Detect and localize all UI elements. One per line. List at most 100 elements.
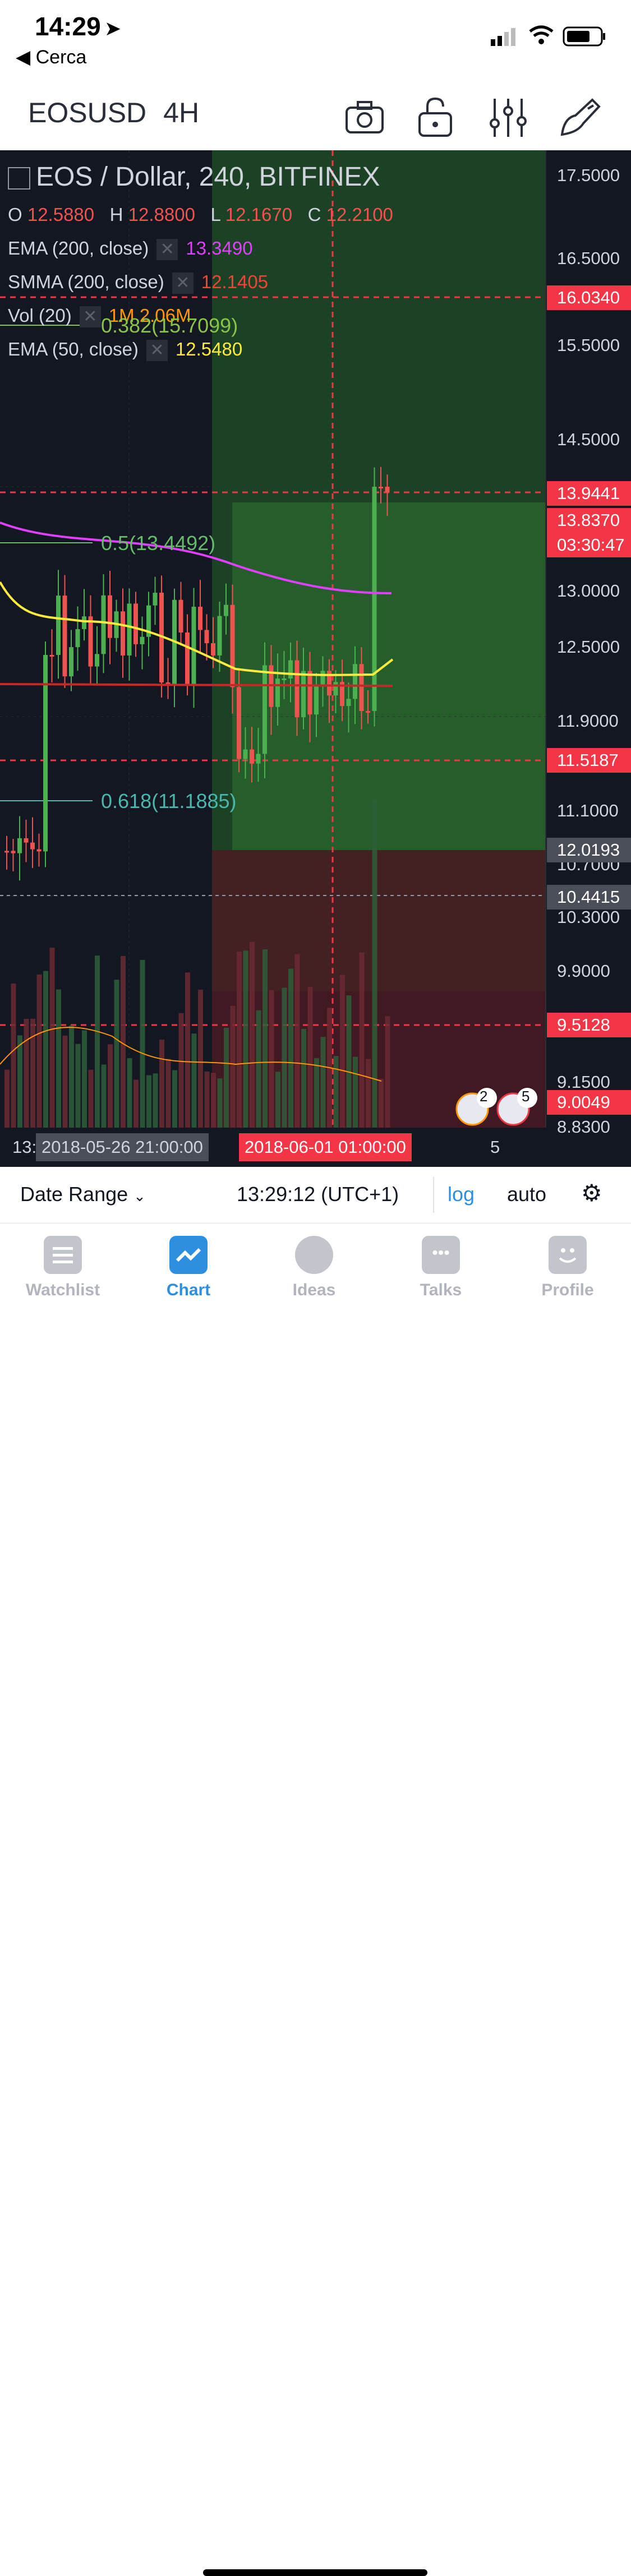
indicator-ema50[interactable]: EMA (50, close) ✕ 12.5480: [8, 339, 242, 362]
candle-body: [250, 749, 254, 764]
candle-body: [82, 616, 86, 629]
price-tick: 9.1500: [557, 1072, 610, 1092]
candle-body: [320, 671, 325, 687]
volume-bar: [217, 1078, 223, 1128]
indicator-ema200[interactable]: EMA (200, close) ✕ 13.3490: [8, 238, 253, 261]
interval-selector[interactable]: 4H: [163, 97, 200, 128]
candle-body: [307, 671, 312, 715]
volume-bar: [230, 1005, 236, 1128]
symbol-name[interactable]: EOSUSD: [28, 97, 147, 128]
indicators-icon[interactable]: [486, 95, 531, 140]
price-tick: 12.5000: [557, 637, 620, 657]
price-tick: 8.8300: [557, 1117, 610, 1137]
chart-toolbar: EOSUSD 4H: [0, 84, 631, 150]
auto-scale-toggle[interactable]: auto: [507, 1183, 547, 1206]
volume-bar: [198, 989, 203, 1128]
tab-label: Ideas: [292, 1281, 336, 1299]
tab-chart[interactable]: Chart: [138, 1236, 239, 1300]
tab-label: Profile: [541, 1281, 594, 1299]
status-time: 14:29: [35, 12, 101, 41]
tab-label: Watchlist: [25, 1281, 100, 1299]
volume-bar: [243, 950, 248, 1128]
event-badge-count[interactable]: 2: [480, 1088, 488, 1105]
gear-icon[interactable]: ⚙: [581, 1180, 602, 1206]
time-axis[interactable]: 13: 2018-05-26 21:00:00 2018-06-01 01:00…: [0, 1128, 547, 1167]
remove-indicator-icon[interactable]: ✕: [172, 273, 194, 294]
candle-body: [4, 851, 9, 853]
price-axis-border: [545, 150, 546, 1128]
timezone-button[interactable]: 13:29:12 (UTC+1): [237, 1183, 399, 1206]
remove-indicator-icon[interactable]: ✕: [156, 239, 178, 261]
high-value: 12.8800: [128, 204, 195, 225]
volume-bar: [333, 1056, 339, 1128]
fib-level-0618: 0.618(11.1885): [101, 790, 237, 812]
candle-body: [224, 604, 228, 616]
volume-bar: [108, 1044, 113, 1128]
candle-body: [146, 605, 151, 637]
tab-label: Talks: [420, 1281, 462, 1299]
fib-level-05: 0.5(13.4492): [101, 532, 216, 555]
symbol-selector[interactable]: EOSUSD 4H: [28, 96, 199, 129]
log-scale-toggle[interactable]: log: [448, 1183, 475, 1206]
volume-bar: [346, 995, 352, 1128]
candle-body: [172, 599, 177, 686]
volume-bar: [294, 954, 300, 1128]
symbol-description: EOS / Dollar, 240, BITFINEX: [36, 162, 380, 192]
candle-body: [24, 838, 29, 843]
drawing-icon[interactable]: [559, 95, 604, 140]
volume-bar: [320, 1037, 326, 1128]
event-badge-count[interactable]: 5: [522, 1088, 530, 1105]
volume-bar: [172, 1070, 177, 1128]
candle-body: [140, 636, 145, 644]
date-range-button[interactable]: Date Range ⌄: [20, 1183, 146, 1206]
candle-body: [379, 487, 383, 488]
chart-canvas[interactable]: EOS / Dollar, 240, BITFINEX O 12.5880 H …: [0, 150, 631, 1167]
status-indicators: [491, 25, 609, 50]
home-indicator[interactable]: [203, 2569, 427, 2576]
unlock-icon[interactable]: [413, 95, 458, 140]
candle-body: [340, 682, 344, 707]
candle-body: [301, 671, 306, 718]
volume-bar: [359, 952, 365, 1128]
back-to-search[interactable]: ◀ Cerca: [16, 47, 87, 68]
candle-body: [101, 595, 106, 654]
remove-indicator-icon[interactable]: ✕: [146, 340, 168, 362]
collapse-legend-icon[interactable]: [8, 167, 30, 190]
volume-ma-line: [0, 1027, 382, 1082]
indicator-volume[interactable]: Vol (20) ✕ 1M 2.06M: [8, 305, 191, 328]
candle-body: [36, 849, 42, 852]
candle-body: [333, 682, 338, 696]
tab-profile[interactable]: Profile: [517, 1236, 618, 1300]
price-chart[interactable]: [0, 150, 631, 1167]
tab-talks[interactable]: ••• Talks: [390, 1236, 491, 1300]
fib-level-0382: 0.382(15.7099): [101, 314, 238, 337]
candle-body: [282, 678, 287, 681]
volume-bar: [17, 1035, 22, 1128]
lightbulb-icon: [295, 1236, 333, 1274]
volume-bar: [82, 1030, 87, 1128]
volume-bar: [88, 1069, 94, 1128]
price-tick: 11.1000: [557, 801, 619, 820]
list-icon: [44, 1236, 82, 1274]
tab-watchlist[interactable]: Watchlist: [12, 1236, 113, 1300]
close-value: 12.2100: [326, 204, 393, 225]
tab-ideas[interactable]: Ideas: [264, 1236, 365, 1300]
camera-icon[interactable]: [342, 95, 387, 140]
candle-body: [75, 629, 80, 648]
volume-bar: [275, 1072, 280, 1128]
candle-body: [211, 643, 215, 655]
candle-body: [69, 647, 73, 677]
candle-body: [178, 599, 183, 633]
smiley-icon: [549, 1236, 587, 1274]
indicator-smma200[interactable]: SMMA (200, close) ✕ 12.1405: [8, 271, 268, 294]
volume-bar: [127, 1058, 132, 1128]
bar-countdown-label: 03:30:47: [547, 533, 631, 557]
price-tick: 14.5000: [557, 430, 620, 449]
price-label: 9.0049: [547, 1090, 631, 1115]
volume-bar: [133, 1079, 139, 1128]
divider: [433, 1177, 434, 1213]
last-price-label: 13.8370: [547, 508, 631, 533]
candle-body: [56, 595, 61, 655]
remove-indicator-icon[interactable]: ✕: [79, 306, 101, 328]
candle-body: [243, 749, 248, 759]
